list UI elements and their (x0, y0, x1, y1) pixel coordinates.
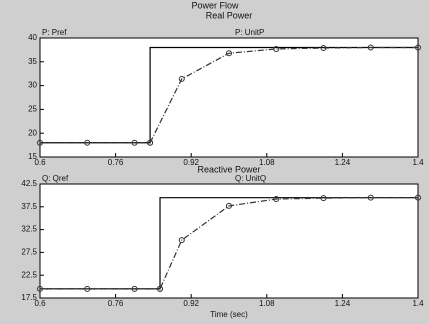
series-marker (226, 202, 232, 209)
series-marker (273, 45, 280, 52)
series-marker (415, 44, 421, 51)
series-marker (157, 285, 164, 292)
x-tick-label: 1.4 (412, 299, 424, 308)
legend-label: Q: Qref (42, 174, 69, 183)
subplot-title: Reactive Power (197, 164, 260, 174)
series-marker (320, 44, 327, 51)
series-marker (84, 285, 91, 292)
x-axis-label: Time (sec) (210, 310, 248, 319)
y-tick-label: 35 (28, 57, 37, 66)
x-tick-label: 0.6 (34, 158, 46, 167)
plot-area (39, 37, 419, 158)
series-marker (367, 194, 374, 201)
series-marker (178, 237, 185, 244)
series-marker (415, 194, 421, 201)
series-marker (37, 139, 43, 146)
series-marker (131, 139, 138, 146)
y-tick-label: 25 (28, 105, 37, 114)
chart-title: Power Flow (191, 0, 239, 10)
x-tick-label: 1.08 (259, 158, 275, 167)
legend-label: P: UnitP (235, 28, 264, 37)
x-tick-label: 1.24 (335, 158, 351, 167)
x-tick-label: 0.92 (183, 158, 199, 167)
y-tick-label: 20 (28, 128, 37, 137)
series-marker (37, 285, 43, 292)
x-tick-label: 1.24 (335, 299, 351, 308)
series-marker (178, 75, 185, 82)
y-tick-label: 42.5 (21, 179, 37, 188)
series-line (40, 46, 418, 144)
legend-label: P: Pref (42, 28, 67, 37)
subplot-title: Real Power (206, 10, 253, 20)
y-tick-label: 32.5 (21, 225, 37, 234)
y-tick-label: 15 (28, 152, 37, 161)
x-tick-label: 1.08 (259, 299, 275, 308)
y-tick-label: 27.5 (21, 248, 37, 257)
y-tick-label: 37.5 (21, 202, 37, 211)
x-tick-label: 0.76 (108, 299, 124, 308)
plot-area (39, 183, 419, 299)
y-tick-label: 17.5 (21, 293, 37, 302)
x-tick-label: 0.92 (183, 299, 199, 308)
series-marker (273, 196, 280, 203)
x-tick-label: 0.76 (108, 158, 124, 167)
series-marker (226, 50, 232, 57)
legend-label: Q: UnitQ (235, 174, 266, 183)
series-marker (131, 285, 138, 292)
series-marker (147, 139, 154, 146)
series-marker (367, 44, 374, 51)
x-tick-label: 0.6 (34, 299, 46, 308)
series-marker (84, 139, 91, 146)
series-line (40, 197, 418, 290)
y-tick-label: 40 (28, 33, 37, 42)
series-marker (320, 195, 327, 202)
y-tick-label: 30 (28, 81, 37, 90)
x-tick-label: 1.4 (412, 158, 424, 167)
y-tick-label: 22.5 (21, 270, 37, 279)
